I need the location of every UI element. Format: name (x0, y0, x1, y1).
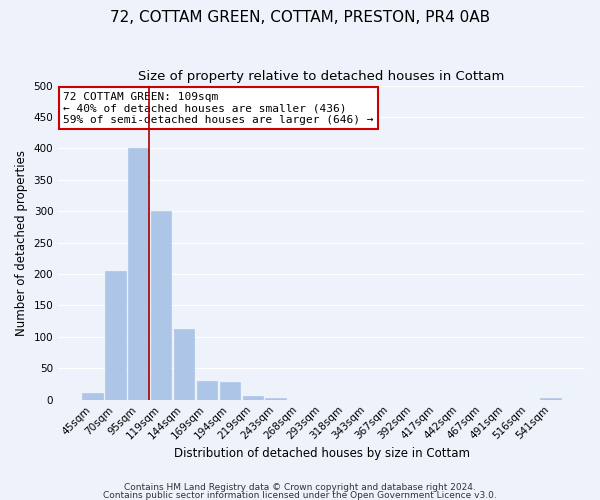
Bar (151, 211, 172, 400)
Bar (265, 398, 286, 400)
Bar (220, 382, 240, 400)
Y-axis label: Number of detached properties: Number of detached properties (15, 150, 28, 336)
Bar (197, 381, 217, 400)
Bar (128, 148, 149, 400)
X-axis label: Distribution of detached houses by size in Cottam: Distribution of detached houses by size … (173, 447, 470, 460)
Text: Contains HM Land Registry data © Crown copyright and database right 2024.: Contains HM Land Registry data © Crown c… (124, 484, 476, 492)
Title: Size of property relative to detached houses in Cottam: Size of property relative to detached ho… (139, 70, 505, 83)
Bar (174, 328, 194, 400)
Bar (105, 271, 125, 400)
Bar (82, 394, 103, 400)
Bar (541, 398, 561, 400)
Text: 72 COTTAM GREEN: 109sqm
← 40% of detached houses are smaller (436)
59% of semi-d: 72 COTTAM GREEN: 109sqm ← 40% of detache… (64, 92, 374, 125)
Bar (242, 396, 263, 400)
Text: Contains public sector information licensed under the Open Government Licence v3: Contains public sector information licen… (103, 490, 497, 500)
Text: 72, COTTAM GREEN, COTTAM, PRESTON, PR4 0AB: 72, COTTAM GREEN, COTTAM, PRESTON, PR4 0… (110, 10, 490, 25)
